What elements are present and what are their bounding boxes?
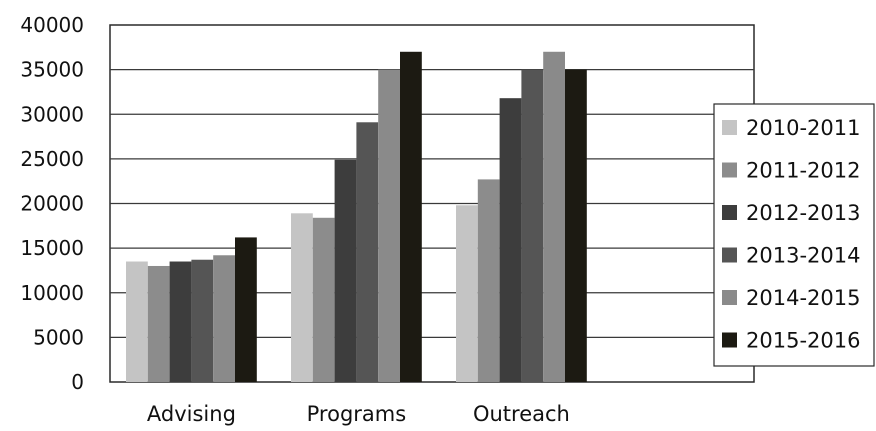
bar-outreach-2015-2016 [565,69,587,382]
legend-label: 2010-2011 [746,116,860,140]
bars [126,51,587,383]
x-axis-categories: Advising Programs Outreach [147,402,570,426]
legend-swatch [722,205,737,220]
bar-outreach-2010-2011 [456,205,478,382]
legend-label: 2013-2014 [746,244,860,268]
legend-swatch [722,332,737,348]
legend-label: 2014-2015 [746,286,860,310]
bar-advising-2015-2016 [235,237,257,382]
y-tick-label: 15000 [20,236,84,260]
bar-advising-2013-2014 [191,259,214,382]
bar-programs-2011-2012 [312,217,335,382]
bar-programs-2015-2016 [400,51,422,383]
x-category-label: Advising [147,402,236,426]
y-tick-label: 0 [71,370,84,394]
y-tick-label: 5000 [33,325,84,349]
legend-swatch [722,290,737,305]
bar-advising-2014-2015 [213,255,235,382]
legend-label: 2012-2013 [746,201,860,225]
y-tick-label: 25000 [20,147,84,171]
y-axis-ticks: 0 5000 10000 15000 20000 25000 30000 35000 40000 [20,13,84,394]
bar-programs-2013-2014 [356,122,379,382]
legend-label: 2015-2016 [746,329,860,353]
bar-outreach-2013-2014 [521,69,544,382]
bar-advising-2010-2011 [126,261,148,382]
bar-outreach-2011-2012 [477,179,500,382]
bar-advising-2012-2013 [169,261,192,382]
x-category-label: Outreach [473,402,570,426]
legend-box [713,103,875,367]
bar-outreach-2014-2015 [543,51,565,383]
y-tick-label: 35000 [20,58,84,82]
legend-label: 2011-2012 [746,159,860,183]
legend-swatch [722,120,737,135]
y-tick-label: 40000 [20,13,84,37]
bar-programs-2014-2015 [378,69,400,382]
y-tick-label: 10000 [20,281,84,305]
legend: 2010-2011 2011-2012 2012-2013 2013-2014 2014… [713,103,875,367]
legend-swatch [722,247,737,263]
bar-outreach-2012-2013 [499,98,522,382]
x-category-label: Programs [307,402,407,426]
y-tick-label: 30000 [20,102,84,126]
bar-advising-2011-2012 [147,265,170,382]
y-tick-label: 20000 [20,192,84,216]
bar-programs-2012-2013 [334,159,357,382]
bar-programs-2010-2011 [291,213,313,382]
legend-swatch [722,162,737,178]
